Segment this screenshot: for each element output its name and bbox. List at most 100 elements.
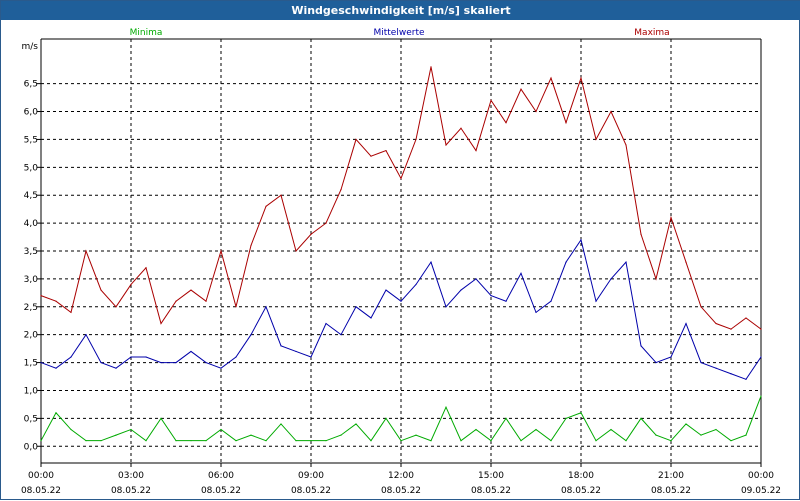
data-point-mittelwerte [325, 322, 327, 325]
data-point-mittelwerte [565, 261, 567, 263]
data-point-maxima [685, 261, 687, 263]
data-point-mittelwerte [745, 378, 747, 380]
y-tick-label: 2,0 [24, 331, 39, 341]
data-point-mittelwerte [580, 239, 582, 241]
data-point-maxima [460, 127, 462, 129]
data-point-mittelwerte [400, 300, 402, 302]
data-point-mittelwerte [205, 361, 207, 364]
data-point-maxima [100, 289, 102, 291]
data-point-maxima [115, 306, 117, 308]
y-tick-label: 4,0 [24, 219, 39, 229]
data-point-minima [475, 428, 477, 431]
x-tick-date: 08.05.22 [561, 486, 601, 496]
data-point-minima [385, 417, 387, 419]
data-point-minima [745, 434, 747, 436]
data-point-maxima [535, 110, 537, 113]
data-point-maxima [445, 144, 447, 146]
data-point-maxima [490, 99, 492, 101]
y-tick-label: 1,5 [24, 359, 38, 369]
data-point-maxima [70, 311, 72, 313]
data-point-minima [55, 412, 57, 414]
y-tick-label: 0,0 [24, 442, 39, 452]
data-point-maxima [235, 306, 237, 308]
data-point-maxima [700, 306, 702, 308]
data-point-mittelwerte [505, 300, 507, 302]
data-point-minima [445, 406, 447, 408]
y-tick-label: 2,5 [24, 303, 38, 313]
data-point-maxima [385, 149, 387, 152]
data-point-minima [145, 440, 147, 442]
data-point-minima [190, 440, 192, 442]
data-point-minima [520, 440, 522, 442]
data-point-mittelwerte [445, 306, 447, 308]
y-axis-label: m/s [22, 42, 39, 52]
data-point-minima [295, 440, 297, 442]
data-point-maxima [40, 295, 42, 297]
data-point-maxima [505, 122, 507, 124]
x-tick-date: 08.05.22 [111, 486, 151, 496]
data-point-maxima [565, 122, 567, 124]
data-point-minima [400, 440, 402, 442]
data-point-mittelwerte [700, 361, 702, 364]
data-point-maxima [670, 216, 672, 219]
data-point-mittelwerte [415, 283, 417, 286]
data-point-maxima [355, 138, 357, 141]
data-point-minima [550, 440, 552, 442]
data-point-maxima [85, 250, 87, 252]
data-point-minima [265, 440, 267, 442]
chart-title: Windgeschwindigkeit [m/s] skaliert [1, 1, 800, 20]
data-point-minima [430, 440, 432, 442]
data-point-minima [655, 434, 657, 436]
data-point-maxima [595, 138, 597, 141]
data-point-maxima [265, 205, 267, 207]
data-point-maxima [760, 328, 762, 330]
y-tick-label: 4,5 [24, 191, 38, 201]
data-point-maxima [745, 317, 747, 319]
data-point-maxima [370, 155, 372, 157]
x-tick-time: 15:00 [478, 471, 504, 481]
data-point-minima [370, 440, 372, 442]
data-point-minima [325, 440, 327, 442]
data-point-minima [460, 440, 462, 442]
data-point-mittelwerte [235, 356, 237, 358]
tick-layer: 0,0 0,5 1,0 1,5 2,0 2,5 3,0 3,5 4,0 4,5 5,0 5,5 6,0 6… [21, 42, 781, 496]
data-point-mittelwerte [190, 350, 192, 353]
data-point-minima [340, 434, 342, 436]
data-point-maxima [280, 194, 282, 196]
data-point-minima [760, 395, 762, 397]
data-point-minima [40, 440, 42, 442]
data-point-minima [730, 440, 732, 442]
data-point-mittelwerte [610, 278, 612, 280]
x-tick-time: 18:00 [568, 471, 594, 481]
y-tick-label: 3,5 [24, 247, 38, 257]
y-tick-label: 6,0 [24, 108, 39, 118]
data-point-mittelwerte [550, 300, 552, 302]
data-point-maxima [190, 289, 192, 291]
x-tick-time: 12:00 [388, 471, 414, 481]
data-point-maxima [55, 300, 57, 302]
data-point-minima [505, 417, 507, 419]
data-point-maxima [655, 278, 657, 280]
data-point-minima [85, 440, 87, 442]
series-layer [40, 66, 762, 442]
legend-minima: Minima [130, 28, 163, 38]
data-point-mittelwerte [685, 322, 687, 325]
data-point-minima [610, 428, 612, 431]
data-point-mittelwerte [115, 367, 117, 369]
y-tick-label: 6,5 [24, 80, 38, 90]
data-point-minima [280, 423, 282, 425]
data-point-maxima [160, 322, 162, 325]
data-point-maxima [520, 88, 522, 90]
data-point-maxima [130, 283, 132, 286]
data-point-maxima [340, 189, 342, 191]
y-tick-label: 5,5 [24, 135, 38, 145]
data-point-mittelwerte [625, 261, 627, 263]
y-tick-label: 0,5 [24, 414, 38, 424]
data-point-mittelwerte [340, 334, 342, 336]
data-point-mittelwerte [715, 367, 717, 369]
data-point-mittelwerte [355, 306, 357, 308]
x-tick-time: 00:00 [748, 471, 774, 481]
data-point-mittelwerte [655, 361, 657, 364]
data-point-mittelwerte [460, 289, 462, 291]
